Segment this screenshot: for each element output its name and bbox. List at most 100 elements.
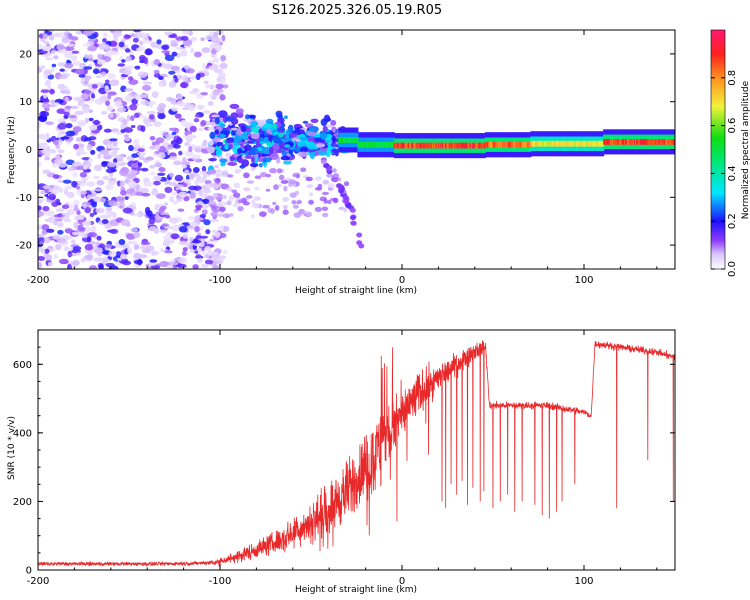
noise-blob xyxy=(40,65,46,70)
noise-blob xyxy=(192,88,200,93)
noise-blob xyxy=(48,34,55,41)
noise-blob xyxy=(168,70,176,75)
noise-blob xyxy=(39,50,48,54)
noise-blob xyxy=(101,219,109,224)
noise-blob xyxy=(81,157,91,161)
scatter-blob xyxy=(257,157,264,162)
noise-blob xyxy=(119,205,124,209)
noise-blob xyxy=(211,95,216,101)
spectrogram-xlabel: Height of straight line (km) xyxy=(295,286,417,296)
scatter-blob xyxy=(275,110,283,117)
colorbar-tick-label: 0.2 xyxy=(727,213,738,229)
scatter-blob xyxy=(327,183,336,189)
scatter-blob xyxy=(330,142,337,147)
noise-blob xyxy=(38,121,41,129)
noise-blob xyxy=(151,91,159,98)
noise-blob xyxy=(61,136,70,140)
noise-blob xyxy=(144,245,155,251)
noise-blob xyxy=(187,104,196,112)
noise-blob xyxy=(88,136,97,141)
scatter-blob xyxy=(232,192,241,198)
noise-blob xyxy=(128,76,134,81)
noise-blob xyxy=(161,44,170,51)
noise-blob xyxy=(80,258,86,263)
scatter-blob xyxy=(291,200,297,205)
noise-blob xyxy=(180,35,189,41)
noise-blob xyxy=(174,77,179,83)
noise-blob xyxy=(134,32,144,39)
scatter-blob xyxy=(254,186,260,191)
scatter-blob xyxy=(307,137,315,143)
noise-blob xyxy=(137,258,143,266)
noise-blob xyxy=(57,123,67,130)
noise-blob xyxy=(209,218,220,223)
scatter-blob xyxy=(253,196,261,201)
noise-blob xyxy=(148,113,155,120)
noise-blob xyxy=(54,102,60,106)
noise-blob xyxy=(124,34,132,39)
scatter-blob xyxy=(263,123,273,129)
noise-blob xyxy=(131,213,142,217)
scatter-blob xyxy=(220,162,226,167)
noise-blob xyxy=(106,206,113,212)
noise-blob xyxy=(175,46,185,51)
noise-blob xyxy=(184,142,190,147)
noise-blob xyxy=(56,108,66,114)
noise-blob xyxy=(40,38,46,43)
noise-blob xyxy=(51,63,57,68)
scatter-blob xyxy=(222,172,229,176)
noise-blob xyxy=(62,179,72,184)
noise-blob xyxy=(119,169,129,177)
noise-blob xyxy=(84,117,89,124)
scatter-blob xyxy=(216,213,225,217)
noise-blob xyxy=(185,66,190,70)
noise-blob xyxy=(168,81,177,88)
scatter-blob xyxy=(216,178,221,182)
noise-blob xyxy=(221,84,229,89)
noise-blob xyxy=(194,250,199,254)
noise-blob xyxy=(120,254,128,260)
scatter-blob xyxy=(243,172,250,179)
noise-blob xyxy=(122,207,133,214)
noise-blob xyxy=(205,229,211,235)
noise-blob xyxy=(87,45,97,52)
noise-blob xyxy=(108,177,117,181)
noise-blob xyxy=(172,144,181,149)
scatter-blob xyxy=(250,132,260,140)
noise-blob xyxy=(121,260,132,266)
noise-blob xyxy=(138,156,145,161)
noise-blob xyxy=(96,59,106,65)
noise-blob xyxy=(152,187,158,194)
noise-blob xyxy=(41,249,46,254)
snr-ytick-label: 0 xyxy=(26,566,32,577)
noise-blob xyxy=(161,50,170,54)
noise-blob xyxy=(195,207,202,211)
noise-blob xyxy=(201,209,208,215)
noise-blob xyxy=(125,55,132,62)
noise-blob xyxy=(71,180,78,188)
snr-ylabel: SNR (10 * v/v) xyxy=(7,416,17,480)
noise-blob xyxy=(171,107,179,112)
scatter-blob xyxy=(280,180,289,184)
noise-blob xyxy=(58,74,68,80)
scatter-blob xyxy=(241,155,247,160)
noise-blob xyxy=(203,67,209,72)
noise-blob xyxy=(124,88,134,92)
noise-blob xyxy=(96,75,102,79)
scatter-blob xyxy=(226,187,233,192)
scatter-blob xyxy=(282,196,290,202)
noise-blob xyxy=(113,34,118,41)
drift-blob xyxy=(320,159,327,165)
colorbar-frame xyxy=(710,29,726,270)
noise-blob xyxy=(105,100,110,107)
noise-blob xyxy=(57,149,65,154)
noise-blob xyxy=(158,151,166,159)
noise-blob xyxy=(83,164,88,170)
scatter-blob xyxy=(258,122,265,127)
drift-blob xyxy=(345,203,352,209)
noise-blob xyxy=(214,164,219,169)
scatter-blob xyxy=(278,132,284,138)
noise-blob xyxy=(86,254,94,261)
noise-blob xyxy=(45,57,53,61)
noise-blob xyxy=(222,249,228,255)
